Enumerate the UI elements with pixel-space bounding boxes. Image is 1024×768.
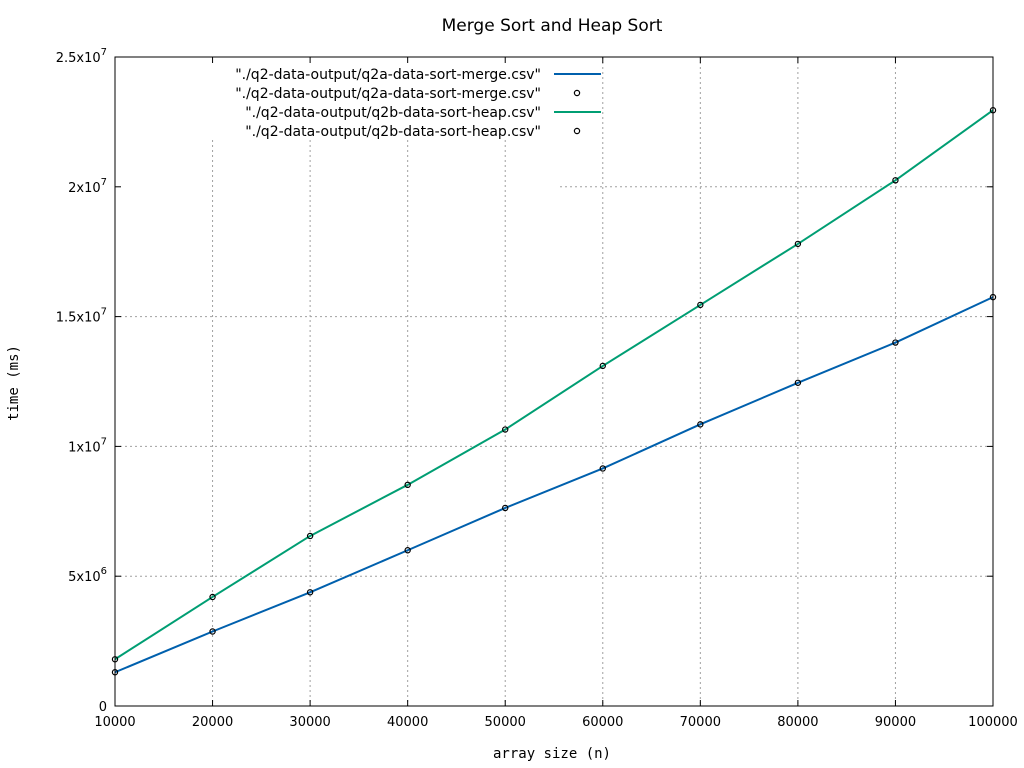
data-point: [892, 339, 899, 346]
series-layer: [111, 107, 997, 676]
series-line-0: [114, 296, 994, 674]
x-tick-label: 100000: [968, 715, 1018, 730]
data-point: [209, 593, 216, 601]
x-tick-label: 40000: [387, 715, 428, 730]
x-tick-label: 50000: [485, 715, 526, 730]
data-point: [404, 481, 411, 489]
y-tick-exponent: 6: [101, 566, 107, 577]
x-axis-label: array size (n): [493, 746, 611, 762]
data-point: [794, 240, 802, 248]
legend-label: "./q2-data-output/q2a-data-sort-merge.cs…: [235, 86, 541, 102]
data-point: [892, 177, 899, 184]
y-tick-exponent: 7: [101, 47, 107, 58]
x-tick-label: 30000: [289, 715, 330, 730]
series-line-2: [114, 109, 994, 661]
y-tick-label: 5x106: [68, 566, 107, 585]
x-tick-label: 20000: [192, 715, 233, 730]
legend-point-swatch: [573, 127, 581, 135]
data-point: [794, 379, 802, 386]
data-point: [306, 589, 314, 596]
y-tick-label: 1x107: [68, 436, 107, 455]
grid: [115, 57, 993, 706]
chart-title: Merge Sort and Heap Sort: [442, 16, 663, 36]
legend-label: "./q2-data-output/q2b-data-sort-heap.csv…: [245, 105, 541, 121]
y-tick-mantissa: 1.5x10: [56, 311, 101, 326]
x-tick-label: 70000: [680, 715, 721, 730]
tick-layer: 10000 20000 30000 40000 50000 60000 70000 80000…: [56, 47, 1018, 730]
data-point: [502, 504, 509, 512]
data-point: [404, 547, 411, 554]
y-tick-mantissa: 5x10: [68, 570, 101, 585]
data-point: [697, 301, 704, 309]
y-tick-label: 1.5x107: [56, 307, 107, 326]
y-tick-exponent: 7: [101, 436, 107, 447]
y-tick-exponent: 7: [101, 307, 107, 318]
data-point: [697, 421, 704, 428]
data-point: [599, 465, 606, 472]
data-point: [209, 628, 216, 635]
legend-label: "./q2-data-output/q2b-data-sort-heap.csv…: [245, 124, 541, 140]
y-tick-exponent: 7: [101, 177, 107, 188]
y-axis-label: time (ms): [6, 345, 22, 421]
y-tick-mantissa: 0: [99, 700, 107, 715]
y-tick-mantissa: 2.5x10: [56, 51, 101, 66]
data-point: [502, 426, 509, 433]
y-tick-label: 0: [99, 700, 107, 715]
data-point: [599, 362, 606, 370]
x-tick-label: 60000: [582, 715, 623, 730]
data-point: [306, 532, 314, 540]
legend-label: "./q2-data-output/q2a-data-sort-merge.cs…: [235, 67, 541, 83]
y-tick-label: 2.5x107: [56, 47, 107, 66]
y-tick-label: 2x107: [68, 177, 107, 196]
x-tick-label: 80000: [777, 715, 818, 730]
x-tick-label: 10000: [94, 715, 135, 730]
y-tick-mantissa: 1x10: [68, 440, 101, 455]
legend: "./q2-data-output/q2a-data-sort-merge.cs…: [235, 67, 601, 140]
plot-frame: [114, 56, 994, 707]
x-tick-label: 90000: [875, 715, 916, 730]
legend-point-swatch: [573, 89, 581, 97]
y-tick-mantissa: 2x10: [68, 181, 101, 196]
